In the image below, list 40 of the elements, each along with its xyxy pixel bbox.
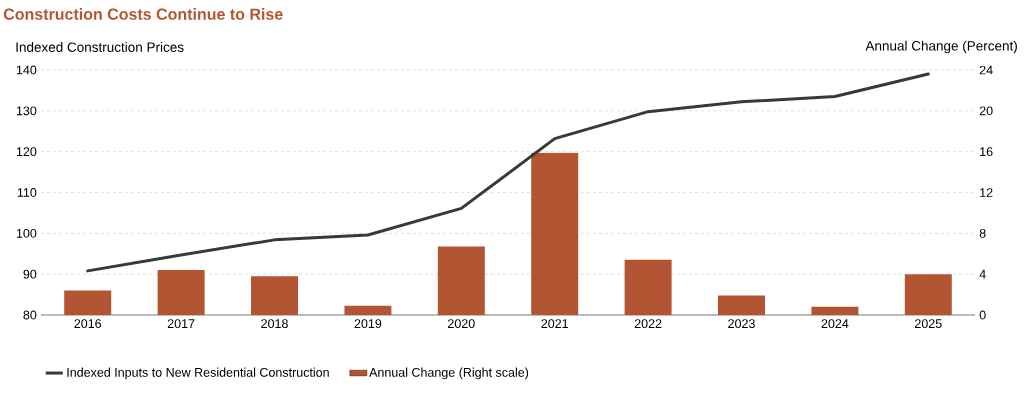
y-tick-label: 90	[23, 269, 37, 279]
y2-tick-label: 16	[980, 147, 993, 157]
bar	[64, 290, 112, 315]
line-series	[86, 72, 930, 273]
bar	[344, 305, 392, 315]
y-axis-title: Indexed Construction Prices	[16, 42, 184, 52]
y-tick-label: 120	[16, 147, 37, 157]
bar	[531, 152, 579, 315]
y-tick-label: 110	[17, 188, 37, 197]
x-tick-label: 2018	[261, 319, 288, 329]
y2-tick-label: 24	[979, 65, 993, 75]
y-tick-label: 130	[16, 106, 37, 116]
x-tick-label: 2017	[167, 319, 195, 329]
y-tick-label: 100	[16, 228, 37, 238]
x-tick-label: 2019	[354, 319, 382, 329]
x-tick-label: 2022	[634, 319, 662, 329]
bar	[437, 246, 485, 315]
bar	[811, 306, 859, 315]
y2-tick-label: 0	[979, 310, 986, 320]
y2-tick-label: 4	[979, 269, 986, 279]
y2-tick-label: 20	[979, 106, 993, 116]
x-tick-label: 2020	[448, 319, 475, 329]
bar	[904, 274, 952, 315]
bar	[157, 270, 205, 315]
y2-tick-label: 12	[980, 188, 993, 197]
bar	[718, 295, 766, 315]
bar	[251, 276, 299, 315]
y2-axis-title: Annual Change (Percent)	[865, 40, 1017, 54]
bar	[624, 259, 672, 315]
y-tick-label: 80	[23, 310, 37, 320]
chart-title: Construction Costs Continue to Rise	[3, 8, 283, 20]
x-tick-label: 2023	[728, 319, 755, 329]
x-tick-label: 2016	[74, 319, 102, 329]
x-tick-label: 2024	[821, 319, 849, 329]
x-tick-label: 2025	[915, 319, 942, 329]
y2-tick-label: 8	[979, 228, 986, 238]
x-tick-label: 2021	[541, 319, 568, 329]
legend-label: Annual Change (Right scale)	[369, 367, 529, 380]
legend-label: Indexed Inputs to New Residential Construction	[67, 367, 329, 380]
y-tick-label: 140	[16, 65, 37, 75]
